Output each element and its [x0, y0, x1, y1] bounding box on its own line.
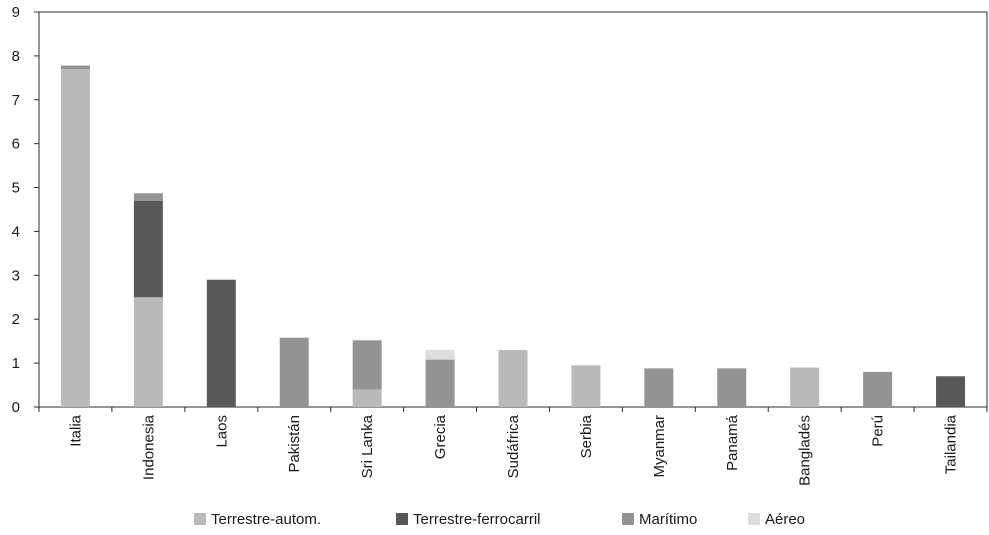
bar-segment	[279, 337, 309, 407]
x-tick-label: Sri Lanka	[359, 414, 376, 478]
x-tick-label: Laos	[213, 415, 230, 448]
bar-segment	[133, 297, 163, 407]
x-tick-label: Indonesia	[140, 414, 157, 480]
x-tick-label: Pakistán	[286, 415, 303, 473]
y-tick-label: 4	[12, 223, 20, 240]
bar-segment	[571, 365, 601, 407]
x-tick-label: Myanmar	[651, 415, 668, 478]
y-axis: 0 1 2 3 4 5 6 7 8 9	[12, 4, 39, 416]
x-tick-label: Panamá	[724, 414, 741, 471]
y-tick-label: 9	[12, 4, 20, 21]
legend-swatch	[622, 513, 634, 525]
y-tick-label: 6	[12, 136, 20, 153]
x-tick-label: Italia	[67, 414, 84, 446]
x-tick-label: Grecia	[432, 414, 449, 459]
bar-segment	[133, 193, 163, 201]
legend-swatch	[194, 513, 206, 525]
x-tick-label: Serbia	[578, 414, 595, 458]
legend-label: Marítimo	[639, 511, 697, 528]
bar-segment	[60, 65, 90, 70]
bar-segment	[352, 340, 382, 390]
bar-segment	[936, 376, 966, 407]
x-axis: Italia Indonesia Laos Pakistán Sri Lanka Grec…	[38, 407, 988, 486]
bar-segment	[644, 368, 674, 407]
y-tick-label: 8	[12, 48, 20, 65]
y-tick-label: 7	[12, 92, 20, 109]
x-tick-label: Perú	[870, 415, 887, 447]
legend-swatch	[396, 513, 408, 525]
y-tick-label: 3	[12, 267, 20, 284]
legend-label: Terrestre-ferrocarril	[413, 511, 541, 528]
bars-layer	[60, 65, 966, 408]
x-tick-label: Tailandia	[943, 414, 960, 474]
legend-swatch	[748, 513, 760, 525]
bar-segment	[498, 349, 528, 407]
bar-segment	[206, 279, 236, 407]
bar-segment	[425, 359, 455, 407]
y-tick-label: 1	[12, 355, 20, 372]
y-tick-label: 0	[12, 399, 20, 416]
bar-segment	[717, 368, 747, 407]
plot-frame	[38, 11, 988, 408]
bar-segment	[352, 389, 382, 407]
bar-segment	[60, 69, 90, 408]
x-tick-label: Bangladés	[797, 415, 814, 486]
legend-label: Terrestre-autom.	[211, 511, 321, 528]
legend: Terrestre-autom. Terrestre-ferrocarril Mar…	[194, 511, 805, 528]
bar-segment	[790, 367, 820, 407]
y-tick-label: 5	[12, 180, 20, 197]
y-tick-label: 2	[12, 311, 20, 328]
x-tick-label: Sudáfrica	[505, 414, 522, 478]
bar-segment	[863, 371, 893, 407]
legend-label: Aéreo	[765, 511, 805, 528]
bar-segment	[425, 349, 455, 360]
bar-segment	[133, 200, 163, 298]
